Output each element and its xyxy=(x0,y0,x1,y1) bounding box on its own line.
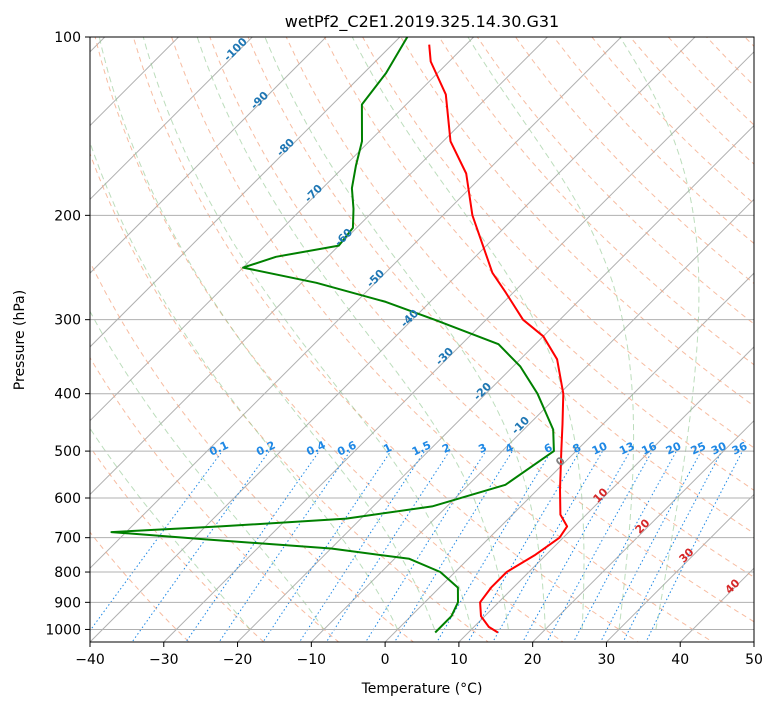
x-axis-ticks: −40 −30 −20 −10 0 10 20 30 40 50 xyxy=(75,642,763,668)
x-axis-label: Temperature (°C) xyxy=(361,681,483,697)
mixing-ratio-label: 13 xyxy=(617,439,636,457)
y-tick-label: 100 xyxy=(54,30,81,46)
moist-adiabat xyxy=(98,37,436,630)
moist-adiabat xyxy=(142,37,472,630)
moist-adiabat xyxy=(90,427,251,630)
moist-adiabat xyxy=(619,37,700,630)
dry-adiabat xyxy=(90,260,415,642)
dry-adiabat xyxy=(94,37,564,642)
x-tick-label: 10 xyxy=(450,652,468,668)
isotherm-line xyxy=(310,198,754,642)
x-tick-label: 30 xyxy=(598,652,616,668)
mixing-ratio-label: 25 xyxy=(689,439,708,457)
y-tick-label: 1000 xyxy=(45,622,81,638)
x-tick-label: 20 xyxy=(524,652,542,668)
moist-adiabat xyxy=(351,37,585,630)
isotherm-line xyxy=(90,37,254,201)
moist-adiabat xyxy=(90,310,325,630)
mixing-ratio-label: 36 xyxy=(730,439,750,457)
isotherm-line xyxy=(384,272,754,642)
y-tick-label: 400 xyxy=(54,387,81,403)
mixing-ratio-label: 16 xyxy=(640,439,660,457)
x-tick-label: −30 xyxy=(149,652,179,668)
profile-lines xyxy=(110,37,569,634)
y-axis-label: Pressure (hPa) xyxy=(12,290,28,390)
x-tick-label: 50 xyxy=(745,652,763,668)
moist-adiabat xyxy=(264,37,546,630)
dry-adiabat xyxy=(323,37,754,491)
temperature-profile-line xyxy=(428,44,569,634)
plot-frame xyxy=(89,36,755,643)
dry-adiabat xyxy=(90,356,340,642)
isotherm-line xyxy=(90,37,401,348)
moist-adiabat-lines xyxy=(90,37,700,630)
dry-adiabat xyxy=(400,37,754,407)
y-tick-label: 200 xyxy=(54,208,81,224)
x-tick-label: 0 xyxy=(381,652,390,668)
x-tick-label: 40 xyxy=(671,652,689,668)
isotherm-line xyxy=(458,346,754,642)
y-tick-label: 700 xyxy=(54,531,81,547)
x-tick-label: −40 xyxy=(75,652,105,668)
y-tick-label: 300 xyxy=(54,313,81,329)
mixing-ratio-label: 20 xyxy=(664,439,684,457)
isotherm-line xyxy=(531,419,754,642)
moist-adiabat xyxy=(467,37,635,630)
mixing-ratio-label: 10 xyxy=(590,439,610,457)
mixing-ratio-label: 30 xyxy=(709,439,729,457)
x-tick-label: −20 xyxy=(223,652,253,668)
x-tick-label: −10 xyxy=(297,652,327,668)
dry-adiabat xyxy=(438,37,754,366)
chart-title: wetPf2_C2E1.2019.325.14.30.G31 xyxy=(285,12,559,32)
isotherm-line xyxy=(605,493,754,642)
isotherm-line xyxy=(90,37,696,642)
y-tick-label: 800 xyxy=(54,565,81,581)
y-tick-label: 500 xyxy=(54,444,81,460)
moist-adiabat xyxy=(196,37,509,630)
pressure-grid-lines xyxy=(90,37,754,630)
skewed-isotherm-grid xyxy=(90,37,754,642)
isotherm-line xyxy=(90,37,549,496)
y-tick-label: 600 xyxy=(54,491,81,507)
isotherm-line xyxy=(90,37,327,274)
y-tick-label: 900 xyxy=(54,595,81,611)
plot-area: 0.1 0.2 0.4 0.6 1 1.5 2 3 4 6 8 10 13 16 20 25 30 36-100-… xyxy=(90,37,754,642)
dewpoint-profile-line xyxy=(110,37,555,634)
isotherm-line xyxy=(90,37,475,422)
y-axis-ticks: 100 200 300 400 500 600 700 800 900 1000 xyxy=(45,30,90,638)
isotherm-line xyxy=(163,51,754,642)
